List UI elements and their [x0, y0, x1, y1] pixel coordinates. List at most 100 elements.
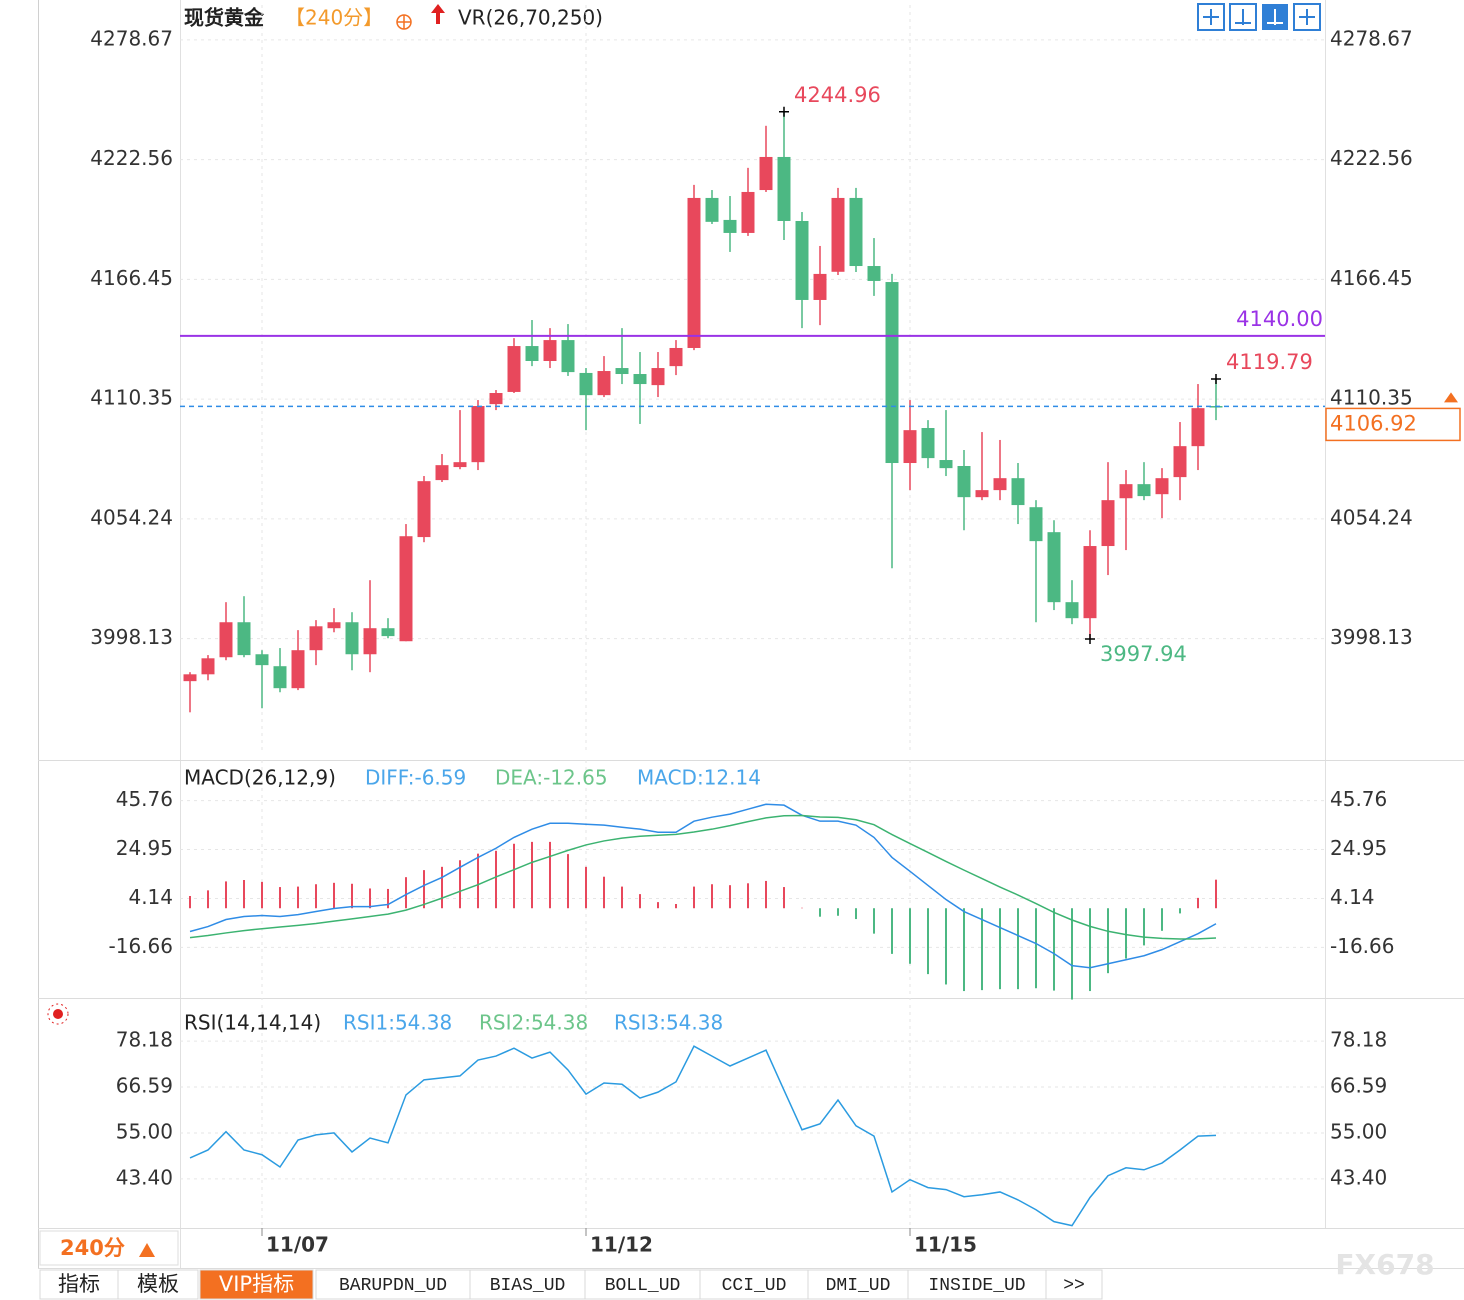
- candle-body: [327, 622, 341, 629]
- extreme-marker: [1211, 373, 1221, 384]
- y-tick-label: 66.59: [116, 1074, 173, 1098]
- legend-label: DIFF:-6.59: [365, 766, 466, 790]
- tab[interactable]: [584, 1269, 701, 1300]
- candle-body: [255, 654, 269, 666]
- candle-body: [1011, 478, 1025, 506]
- extreme-marker: [1085, 634, 1095, 645]
- tab[interactable]: [1045, 1269, 1103, 1300]
- candle-body: [777, 156, 791, 221]
- tab-label[interactable]: >>: [1063, 1276, 1085, 1296]
- last-price-arrow: [1444, 392, 1458, 403]
- tab-label[interactable]: DMI_UD: [826, 1276, 891, 1296]
- y-tick-label: 78.18: [1330, 1028, 1387, 1052]
- last-price-label: 4106.92: [1330, 411, 1417, 435]
- candle-body: [201, 658, 215, 675]
- candle-body: [1029, 507, 1043, 542]
- y-tick-label: 78.18: [116, 1028, 173, 1052]
- legend-label: RSI1:54.38: [343, 1011, 452, 1035]
- candle-body: [1065, 602, 1079, 619]
- tab[interactable]: [315, 1269, 471, 1300]
- candle-body: [651, 368, 665, 386]
- candle-body: [489, 393, 503, 405]
- indicator-name: VR(26,70,250): [458, 6, 603, 30]
- y-tick-label: 4110.35: [90, 386, 173, 410]
- candle-body: [885, 282, 899, 464]
- y-tick-label: 4.14: [1330, 885, 1375, 909]
- tab-label[interactable]: CCI_UD: [722, 1276, 787, 1296]
- price-line-label: 4140.00: [1236, 307, 1323, 331]
- candle-body: [1137, 484, 1151, 497]
- y-tick-label: 4278.67: [1330, 26, 1413, 50]
- period-button-label[interactable]: 240分: [60, 1236, 125, 1260]
- y-tick-label: 4.14: [128, 885, 173, 909]
- candle-body: [993, 478, 1007, 491]
- settings-icon[interactable]: [47, 1003, 69, 1025]
- tab-label[interactable]: 指标: [58, 1272, 100, 1296]
- candle-body: [399, 536, 413, 642]
- arrow-icon[interactable]: [431, 4, 445, 24]
- last-price-box: [1325, 407, 1461, 442]
- candle-body: [183, 674, 197, 682]
- legend-label: RSI2:54.38: [479, 1011, 588, 1035]
- tab[interactable]: [699, 1269, 809, 1300]
- candle-body: [525, 346, 539, 361]
- candle-body: [867, 266, 881, 281]
- candle-body: [903, 430, 917, 464]
- candle-body: [1155, 478, 1169, 495]
- y-tick-label: -16.66: [1330, 934, 1394, 958]
- y-tick-label: 4110.35: [1330, 386, 1413, 410]
- y-tick-label: 43.40: [1330, 1165, 1387, 1189]
- y-tick-label: 4166.45: [1330, 266, 1413, 290]
- extreme-marker: [779, 106, 789, 117]
- period-button[interactable]: [39, 1230, 179, 1266]
- candle-body: [1101, 500, 1115, 547]
- y-tick-label: 4222.56: [1330, 146, 1413, 170]
- candle-body: [543, 340, 557, 361]
- candle-body: [1191, 408, 1205, 447]
- y-tick-label: 55.00: [116, 1119, 173, 1143]
- candle-body: [633, 374, 647, 385]
- candle-body: [273, 666, 287, 689]
- y-tick-label: 45.76: [1330, 787, 1387, 811]
- candle-body: [615, 368, 629, 375]
- candle-body: [957, 466, 971, 498]
- tab-label[interactable]: VIP指标: [219, 1272, 294, 1296]
- tab[interactable]: [807, 1269, 909, 1300]
- tab-label[interactable]: BOLL_UD: [605, 1276, 681, 1296]
- tab-label[interactable]: INSIDE_UD: [928, 1276, 1025, 1296]
- tab[interactable]: [117, 1269, 199, 1300]
- y-tick-label: 66.59: [1330, 1074, 1387, 1098]
- tab[interactable]: [469, 1269, 586, 1300]
- symbol: 现货黄金: [184, 6, 265, 30]
- x-tick-label: 11/07: [266, 1233, 329, 1257]
- toolbar-icons[interactable]: [1197, 3, 1321, 31]
- candle-body: [795, 220, 809, 300]
- candle-body: [309, 626, 323, 651]
- add-icon[interactable]: [396, 14, 412, 30]
- candle-body: [291, 650, 305, 689]
- tab-label[interactable]: BIAS_UD: [490, 1276, 566, 1296]
- tab-label[interactable]: 模板: [137, 1272, 179, 1296]
- x-tick-label: 11/12: [590, 1233, 653, 1257]
- period-button-arrow[interactable]: [139, 1243, 155, 1257]
- tab[interactable]: [199, 1269, 314, 1300]
- tab-label[interactable]: BARUPDN_UD: [339, 1276, 447, 1296]
- y-tick-label: 3998.13: [90, 625, 173, 649]
- candle-body: [1083, 546, 1097, 619]
- y-tick-label: 43.40: [116, 1165, 173, 1189]
- candle-body: [471, 406, 485, 463]
- legend-label: RSI3:54.38: [614, 1011, 723, 1035]
- candle-body: [345, 622, 359, 655]
- tab[interactable]: [39, 1269, 119, 1300]
- y-tick-label: 4054.24: [1330, 505, 1413, 529]
- candle-body: [669, 347, 683, 367]
- indicator-line: [189, 803, 1217, 969]
- candle-body: [1119, 484, 1133, 499]
- y-tick-label: 24.95: [1330, 836, 1387, 860]
- candle-body: [921, 428, 935, 459]
- candle-body: [759, 156, 773, 191]
- candle-body: [723, 219, 737, 233]
- candle-body: [687, 197, 701, 348]
- indicator-title: MACD(26,12,9): [184, 766, 336, 790]
- y-tick-label: 55.00: [1330, 1119, 1387, 1143]
